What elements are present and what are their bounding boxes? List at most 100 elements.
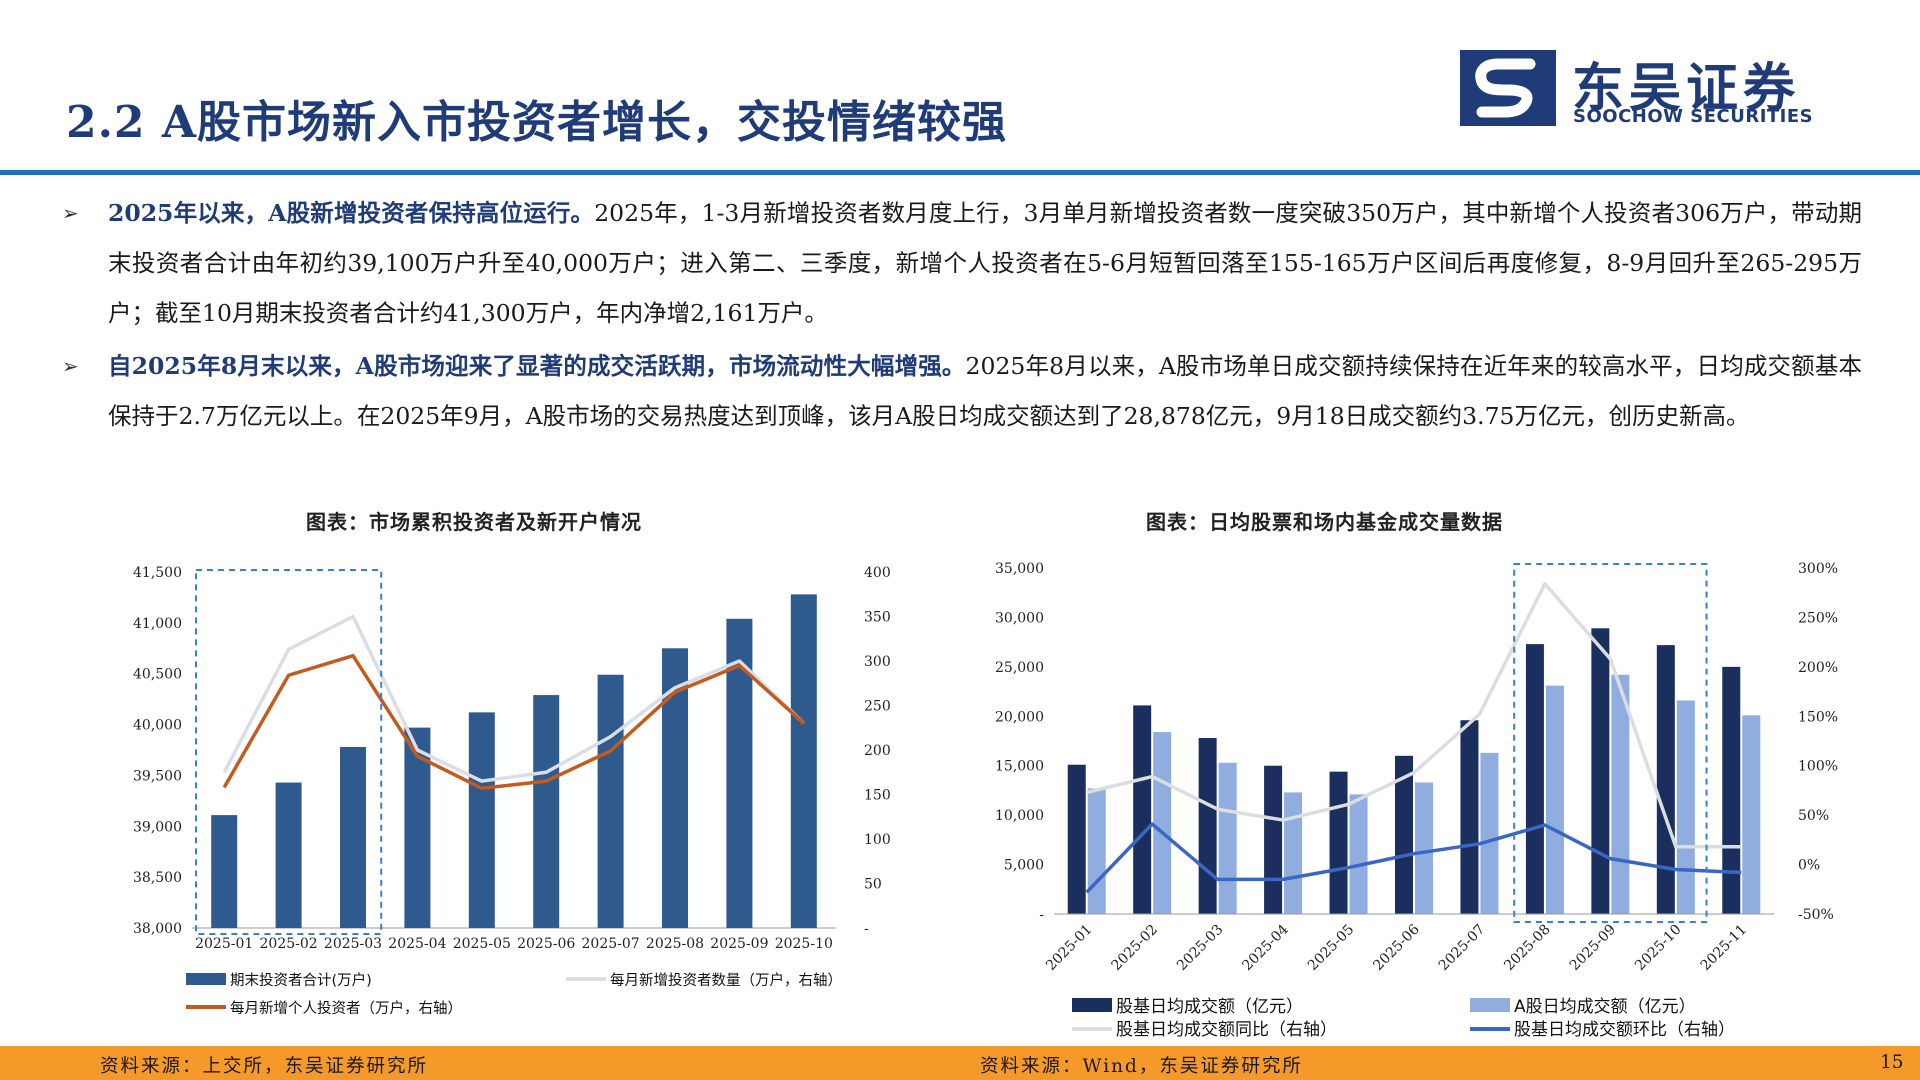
paragraph-body: 2025年以来，A股新增投资者保持高位运行。2025年，1-3月新增投资者数月度… xyxy=(108,188,1862,338)
bar-a-share-turnover xyxy=(1676,700,1695,914)
y-right-tick-label: -50% xyxy=(1798,907,1834,923)
bar-investors-total xyxy=(275,782,302,928)
paragraph-highlight: 自2025年8月末以来，A股市场迎来了显著的成交活跃期，市场流动性大幅增强。 xyxy=(108,352,966,380)
source-right: 资料来源：Wind，东吴证券研究所 xyxy=(980,1056,1303,1077)
bar-a-share-turnover xyxy=(1218,762,1237,914)
x-tick-label: 2025-03 xyxy=(1174,922,1226,974)
legend-swatch xyxy=(1470,998,1510,1012)
series-line xyxy=(222,614,806,783)
bar-stock-fund-turnover xyxy=(1525,644,1544,914)
bar-a-share-turnover xyxy=(1415,782,1433,914)
bar-stock-fund-turnover xyxy=(1264,765,1283,914)
bullet-arrow-icon: ➢ xyxy=(62,201,79,225)
y-right-tick-label: 200% xyxy=(1798,660,1838,676)
turnover-chart: - 5,000 10,000 15,000 20,000 25,000 30,000 35,0… xyxy=(995,561,1838,1040)
bar-stock-fund-turnover xyxy=(1067,764,1086,914)
y-left-tick-label: 30,000 xyxy=(995,610,1044,626)
legend-label: 股基日均成交额同比（右轴） xyxy=(1116,1020,1337,1040)
y-right-tick-label: 150% xyxy=(1798,709,1838,725)
y-left-tick-label: 20,000 xyxy=(995,709,1044,725)
x-tick-label: 2025-11 xyxy=(1698,922,1750,974)
x-tick-label: 2025-04 xyxy=(388,936,446,952)
chart2-heading: 图表：日均股票和场内基金成交量数据 xyxy=(1146,510,1503,534)
bar-stock-fund-turnover xyxy=(1198,738,1217,914)
y-left-tick-label: 39,000 xyxy=(133,819,182,835)
y-left-tick-label: 38,000 xyxy=(133,921,182,937)
bullet-paragraph-investors: ➢ 2025年以来，A股新增投资者保持高位运行。2025年，1-3月新增投资者数… xyxy=(62,188,1862,338)
series-line xyxy=(222,653,805,791)
bar-investors-total xyxy=(790,594,817,928)
y-right-tick-label: 150 xyxy=(864,788,891,804)
bar-investors-total xyxy=(340,746,366,928)
paragraph-body: 自2025年8月末以来，A股市场迎来了显著的成交活跃期，市场流动性大幅增强。20… xyxy=(108,341,1862,441)
series-line xyxy=(1086,582,1742,849)
x-tick-label: 2025-02 xyxy=(1109,922,1161,974)
x-tick-label: 2025-07 xyxy=(582,936,640,952)
x-tick-label: 2025-01 xyxy=(195,936,253,952)
x-tick-label: 2025-10 xyxy=(775,936,833,952)
bullet-paragraph-turnover: ➢ 自2025年8月末以来，A股市场迎来了显著的成交活跃期，市场流动性大幅增强。… xyxy=(62,341,1862,441)
x-tick-label: 2025-05 xyxy=(1305,922,1357,974)
bar-investors-total xyxy=(211,815,238,928)
legend-swatch xyxy=(1072,998,1112,1012)
bar-a-share-turnover xyxy=(1545,685,1564,914)
x-tick-label: 2025-09 xyxy=(1567,922,1619,974)
paragraph-text: 2025年8月以来，A股市场单日成交额持续保持在近年来的较高水平，日均成交额基本… xyxy=(108,352,1862,430)
bar-investors-total xyxy=(468,712,495,928)
x-tick-label: 2025-05 xyxy=(453,936,511,952)
y-right-tick-label: 50% xyxy=(1798,808,1829,824)
logo-mark-icon xyxy=(1460,50,1556,126)
logo-english-name: SOOCHOW SECURITIES xyxy=(1573,106,1814,127)
footer-bar: 资料来源：上交所，东吴证券研究所 资料来源：Wind，东吴证券研究所 15 xyxy=(0,1046,1920,1080)
series-line xyxy=(1085,822,1742,894)
company-logo: 东吴证券 SOOCHOW SECURITIES xyxy=(1460,50,1860,130)
legend-label: 股基日均成交额（亿元） xyxy=(1116,997,1303,1017)
x-tick-label: 2025-01 xyxy=(1043,922,1095,974)
bar-a-share-turnover xyxy=(1153,732,1172,914)
x-tick-label: 2025-07 xyxy=(1436,922,1488,974)
investor-chart: 38,000 38,500 39,000 39,500 40,000 40,500 41,0… xyxy=(133,565,891,1017)
y-left-tick-label: 15,000 xyxy=(995,759,1044,775)
y-left-tick-label: 40,500 xyxy=(133,667,182,683)
paragraph-highlight: 2025年以来，A股新增投资者保持高位运行。 xyxy=(108,199,595,227)
y-left-tick-label: 10,000 xyxy=(995,808,1044,824)
bar-a-share-turnover xyxy=(1087,788,1106,914)
highlight-box xyxy=(195,569,383,935)
x-tick-label: 2025-08 xyxy=(646,936,704,952)
bar-a-share-turnover xyxy=(1742,715,1761,914)
y-left-tick-label: 39,500 xyxy=(133,768,182,784)
y-right-tick-label: 400 xyxy=(864,565,891,581)
y-right-tick-label: 0% xyxy=(1798,858,1820,874)
y-left-tick-label: 40,000 xyxy=(133,718,182,734)
y-right-tick-label: 350 xyxy=(864,610,891,626)
y-left-tick-label: 35,000 xyxy=(995,561,1044,577)
header-divider xyxy=(0,170,1920,175)
slide-title: 2.2 A股市场新入市投资者增长，交投情绪较强 xyxy=(66,97,1008,148)
bar-a-share-turnover xyxy=(1284,792,1303,914)
bar-stock-fund-turnover xyxy=(1395,755,1413,914)
legend-label: 期末投资者合计(万户) xyxy=(230,972,372,989)
x-tick-label: 2025-09 xyxy=(710,936,768,952)
legend-label: A股日均成交额（亿元） xyxy=(1514,997,1696,1017)
bar-stock-fund-turnover xyxy=(1722,666,1741,914)
x-tick-label: 2025-03 xyxy=(324,936,382,952)
bullet-arrow-icon: ➢ xyxy=(62,354,79,378)
source-left: 资料来源：上交所，东吴证券研究所 xyxy=(100,1056,429,1077)
legend-label: 股基日均成交额环比（右轴） xyxy=(1514,1020,1735,1040)
y-right-tick-label: 300 xyxy=(864,654,891,670)
y-left-tick-label: 41,500 xyxy=(133,565,182,581)
page-number: 15 xyxy=(1880,1052,1904,1073)
y-left-tick-label: 5,000 xyxy=(1004,858,1044,874)
x-tick-label: 2025-04 xyxy=(1239,921,1292,974)
logo-chinese-name: 东吴证券 xyxy=(1572,59,1801,119)
y-right-tick-label: 200 xyxy=(864,743,891,759)
chart1-heading: 图表：市场累积投资者及新开户情况 xyxy=(306,510,642,534)
y-right-tick-label: 250% xyxy=(1798,610,1838,626)
bar-stock-fund-turnover xyxy=(1591,628,1610,914)
bar-a-share-turnover xyxy=(1349,794,1368,914)
y-left-tick-label: 41,000 xyxy=(133,616,182,632)
bar-investors-total xyxy=(597,674,624,928)
y-right-tick-label: - xyxy=(864,921,869,937)
y-left-tick-label: 25,000 xyxy=(995,660,1044,676)
bar-a-share-turnover xyxy=(1480,752,1499,914)
